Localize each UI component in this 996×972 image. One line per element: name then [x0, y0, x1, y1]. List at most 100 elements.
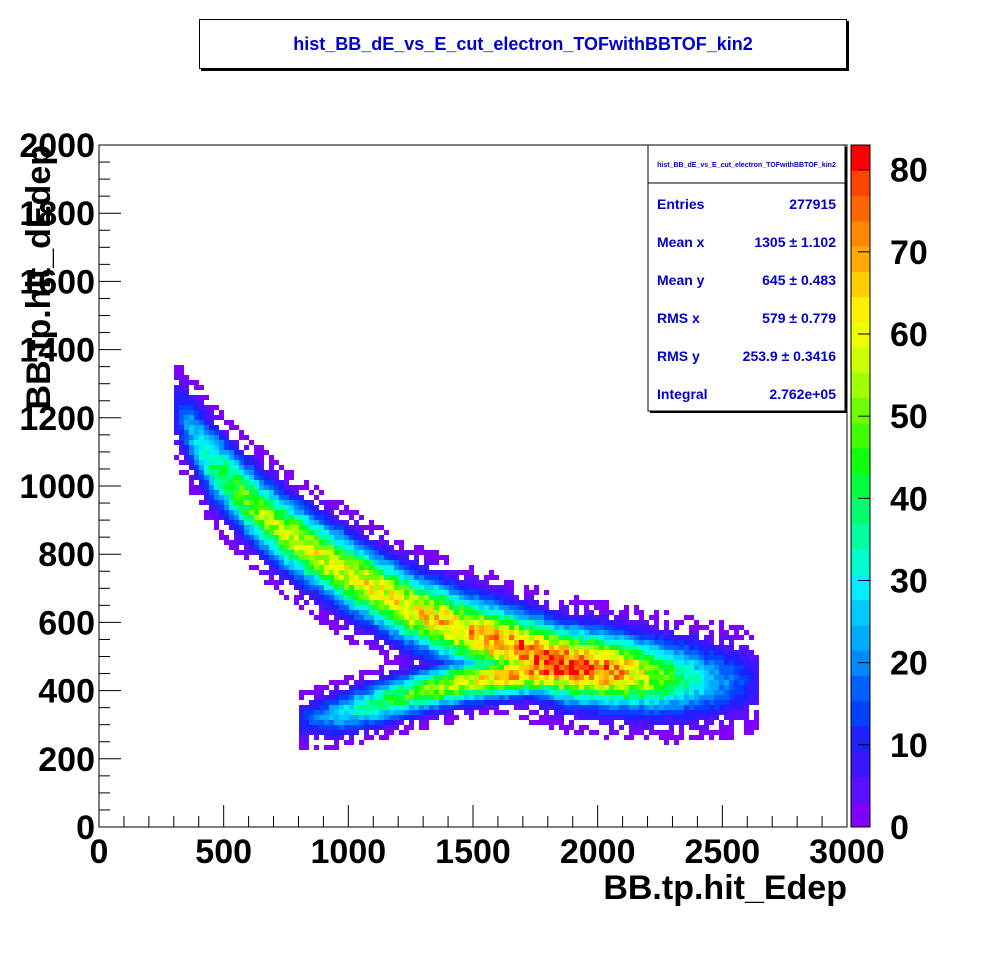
heatmap-cell: [654, 685, 659, 690]
heatmap-cell: [629, 670, 634, 675]
heatmap-cell: [204, 450, 209, 455]
heatmap-cell: [264, 535, 269, 540]
heatmap-cell: [394, 710, 399, 715]
heatmap-cell: [644, 690, 649, 695]
heatmap-cell: [374, 685, 379, 690]
heatmap-cell: [504, 650, 509, 655]
heatmap-cell: [334, 525, 339, 530]
heatmap-cell: [364, 560, 369, 565]
heatmap-cell: [734, 635, 739, 640]
heatmap-cell: [669, 650, 674, 655]
heatmap-cell: [494, 685, 499, 690]
heatmap-cell: [559, 695, 564, 700]
heatmap-cell: [229, 425, 234, 430]
heatmap-cell: [534, 650, 539, 655]
heatmap-cell: [404, 615, 409, 620]
heatmap-cell: [354, 600, 359, 605]
heatmap-cell: [269, 535, 274, 540]
heatmap-cell: [419, 595, 424, 600]
heatmap-cell: [459, 605, 464, 610]
heatmap-cell: [494, 675, 499, 680]
heatmap-cell: [214, 450, 219, 455]
heatmap-cell: [714, 730, 719, 735]
heatmap-cell: [414, 600, 419, 605]
heatmap-cell: [404, 620, 409, 625]
heatmap-cell: [664, 715, 669, 720]
heatmap-cell: [499, 670, 504, 675]
heatmap-cell: [449, 575, 454, 580]
heatmap-cell: [384, 725, 389, 730]
heatmap-cell: [539, 720, 544, 725]
palette-tick-label: 30: [890, 562, 928, 600]
heatmap-cell: [309, 570, 314, 575]
heatmap-cell: [389, 595, 394, 600]
heatmap-cell: [399, 590, 404, 595]
heatmap-cell: [349, 525, 354, 530]
heatmap-cell: [404, 650, 409, 655]
heatmap-cell: [689, 715, 694, 720]
heatmap-cell: [364, 685, 369, 690]
heatmap-cell: [314, 690, 319, 695]
heatmap-cell: [624, 690, 629, 695]
heatmap-cell: [294, 550, 299, 555]
heatmap-cell: [579, 625, 584, 630]
heatmap-cell: [184, 470, 189, 475]
heatmap-cell: [739, 650, 744, 655]
heatmap-cell: [604, 630, 609, 635]
heatmap-cell: [739, 685, 744, 690]
heatmap-cell: [349, 730, 354, 735]
heatmap-cell: [669, 665, 674, 670]
heatmap-cell: [459, 610, 464, 615]
heatmap-cell: [349, 620, 354, 625]
heatmap-cell: [409, 610, 414, 615]
heatmap-cell: [729, 675, 734, 680]
heatmap-cell: [454, 630, 459, 635]
heatmap-cell: [409, 715, 414, 720]
heatmap-cell: [319, 550, 324, 555]
heatmap-cell: [319, 575, 324, 580]
heatmap-cell: [699, 665, 704, 670]
heatmap-cell: [639, 665, 644, 670]
heatmap-cell: [424, 550, 429, 555]
heatmap-cell: [724, 680, 729, 685]
heatmap-cell: [529, 600, 534, 605]
heatmap-cell: [329, 695, 334, 700]
heatmap-cell: [464, 600, 469, 605]
heatmap-cell: [344, 615, 349, 620]
heatmap-cell: [664, 630, 669, 635]
heatmap-cell: [329, 600, 334, 605]
heatmap-cell: [699, 670, 704, 675]
heatmap-cell: [324, 600, 329, 605]
heatmap-cell: [554, 650, 559, 655]
heatmap-cell: [474, 685, 479, 690]
heatmap-cell: [749, 685, 754, 690]
heatmap-cell: [209, 510, 214, 515]
heatmap-cell: [754, 655, 759, 660]
heatmap-cell: [319, 570, 324, 575]
heatmap-cell: [684, 635, 689, 640]
heatmap-cell: [409, 570, 414, 575]
heatmap-cell: [299, 720, 304, 725]
heatmap-cell: [524, 645, 529, 650]
heatmap-cell: [289, 470, 294, 475]
heatmap-cell: [664, 635, 669, 640]
heatmap-cell: [264, 470, 269, 475]
heatmap-cell: [369, 580, 374, 585]
heatmap-cell: [444, 695, 449, 700]
heatmap-cell: [699, 660, 704, 665]
heatmap-cell: [539, 675, 544, 680]
heatmap-cell: [259, 485, 264, 490]
heatmap-cell: [509, 660, 514, 665]
heatmap-cell: [294, 595, 299, 600]
heatmap-cell: [304, 530, 309, 535]
heatmap-cell: [349, 600, 354, 605]
heatmap-cell: [564, 695, 569, 700]
heatmap-cell: [359, 680, 364, 685]
heatmap-cell: [309, 565, 314, 570]
heatmap-cell: [379, 605, 384, 610]
palette-swatch: [851, 271, 870, 297]
heatmap-cell: [459, 665, 464, 670]
heatmap-cell: [624, 670, 629, 675]
heatmap-cell: [639, 705, 644, 710]
heatmap-cell: [459, 600, 464, 605]
